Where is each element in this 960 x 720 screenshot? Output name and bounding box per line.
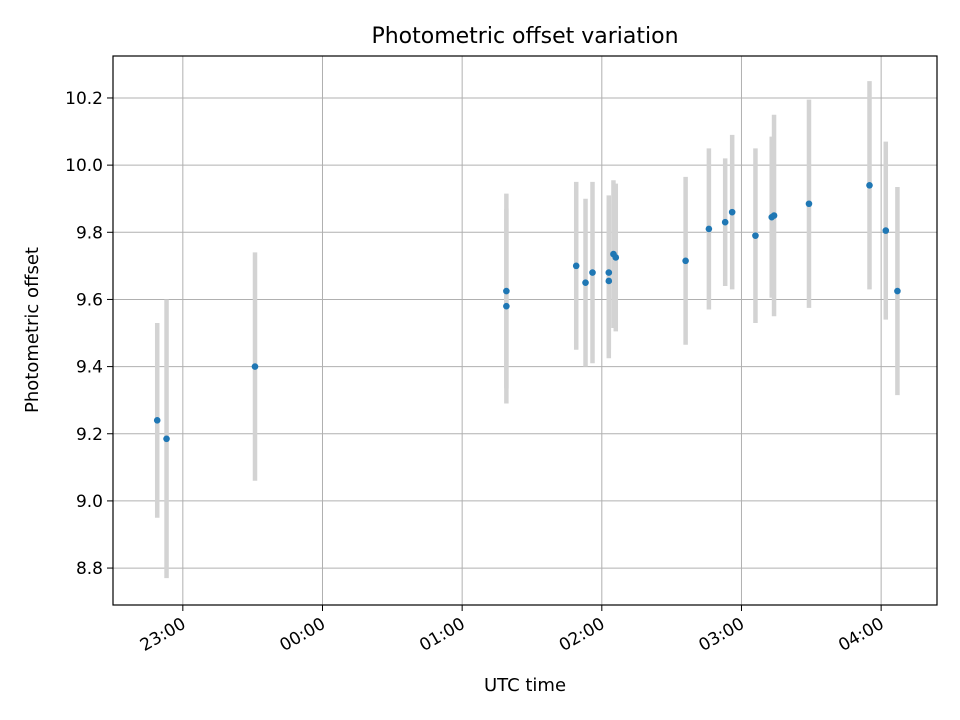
plot-frame	[112, 55, 938, 606]
x-tick-label: 04:00	[835, 614, 887, 656]
data-point	[866, 181, 873, 189]
chart-title: Photometric offset variation	[371, 24, 678, 49]
y-tick-label: 9.4	[76, 358, 103, 378]
data-point	[882, 227, 890, 234]
x-tick-label: 23:00	[137, 614, 189, 656]
x-axis-label: UTC time	[484, 675, 566, 696]
data-point	[612, 254, 620, 261]
grid	[113, 56, 937, 605]
data-point	[721, 218, 729, 226]
y-axis-label: Photometric offset	[22, 247, 43, 413]
error-bars	[154, 81, 900, 579]
data-point	[163, 435, 170, 443]
y-tick-label: 9.6	[76, 290, 103, 310]
y-tick-label: 9.0	[76, 492, 103, 512]
data-point	[605, 269, 613, 276]
y-tick-label: 10.2	[65, 89, 103, 109]
data-point	[728, 208, 736, 216]
data-point	[705, 225, 713, 233]
data-point	[503, 287, 510, 295]
data-points	[153, 181, 901, 443]
x-tick-label: 03:00	[696, 614, 748, 656]
x-tick-label: 02:00	[556, 614, 608, 656]
y-tick-label: 9.2	[76, 425, 103, 445]
data-point	[582, 279, 589, 286]
axis-ticks: 23:00 00:00 01:00 02:00 03:00 04:00 8.8 9.0 9.2 9…	[65, 89, 887, 656]
y-tick-label: 9.8	[76, 223, 103, 243]
data-point	[572, 262, 580, 270]
data-point	[605, 277, 613, 285]
x-tick-label: 00:00	[277, 614, 329, 656]
data-point	[503, 302, 510, 310]
y-tick-label: 10.0	[65, 156, 103, 176]
data-point	[682, 257, 689, 265]
data-point	[770, 212, 778, 219]
data-point	[752, 232, 759, 239]
data-point	[153, 417, 161, 424]
data-point	[894, 287, 901, 295]
y-tick-label: 8.8	[76, 559, 103, 579]
data-point	[251, 363, 259, 370]
x-tick-label: 01:00	[416, 614, 468, 656]
data-point	[805, 200, 813, 208]
data-point	[589, 269, 596, 276]
